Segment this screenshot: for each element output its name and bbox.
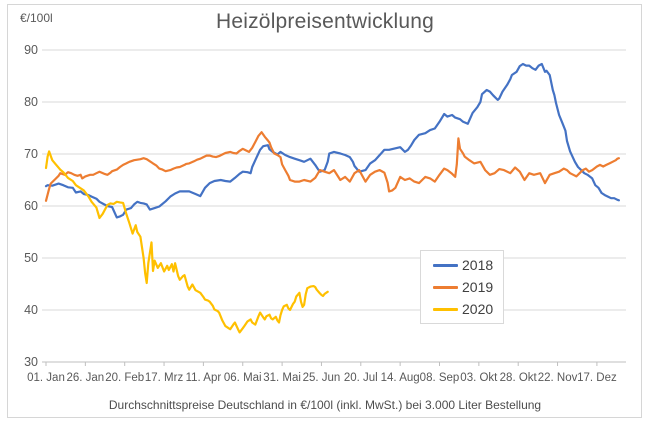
legend-swatch-2019-line (433, 285, 458, 289)
series-line-2020 (44, 150, 329, 334)
y-tick-label-60: 60 (24, 199, 38, 213)
y-tick-label-70: 70 (24, 147, 38, 161)
chart-title: Heizölpreisentwicklung (216, 10, 434, 33)
legend-swatch-2020-line (433, 307, 458, 311)
y-tick-label-90: 90 (24, 43, 38, 57)
legend-item-2020: 2020 (421, 301, 503, 317)
y-tick-label-40: 40 (24, 303, 38, 317)
x-tick-label-14: 17. Dez (577, 372, 617, 384)
y-axis-unit-label: €/100l (20, 11, 53, 25)
y-tick-label-50: 50 (24, 251, 38, 265)
legend-label-2018: 2018 (462, 257, 494, 273)
x-tick-label-12: 28. Okt (500, 372, 538, 384)
legend-swatch-2018-line (433, 263, 458, 267)
legend-label-2019: 2019 (462, 279, 494, 295)
x-tick-label-3: 17. Mrz (145, 372, 184, 384)
legend-item-2019: 2019 (421, 279, 503, 295)
series-line-2018 (44, 62, 621, 219)
legend-box: 2018 2019 2020 (420, 250, 504, 324)
legend-label-2020: 2020 (462, 301, 494, 317)
x-tick-label-13: 22. Nov (538, 372, 578, 384)
x-tick-label-7: 25. Jun (303, 372, 341, 384)
series-line-2019 (44, 131, 621, 202)
x-tick-label-2: 20. Feb (105, 372, 144, 384)
y-tick-label-30: 30 (24, 355, 38, 369)
x-tick-label-9: 14. Aug (381, 372, 420, 384)
x-tick-label-0: 01. Jan (27, 372, 65, 384)
legend-item-2018: 2018 (421, 257, 503, 273)
x-tick-label-5: 06. Mai (224, 372, 262, 384)
x-tick-label-11: 03. Okt (460, 372, 498, 384)
x-tick-label-4: 11. Apr (186, 372, 222, 384)
chart-caption: Durchschnittspreise Deutschland in €/100… (108, 398, 542, 412)
y-tick-label-80: 80 (24, 95, 38, 109)
x-tick-label-1: 26. Jan (66, 372, 104, 384)
x-tick-label-8: 20. Jul (344, 372, 378, 384)
x-tick-label-10: 08. Sep (420, 372, 460, 384)
x-tick-label-6: 31. Mai (263, 372, 301, 384)
